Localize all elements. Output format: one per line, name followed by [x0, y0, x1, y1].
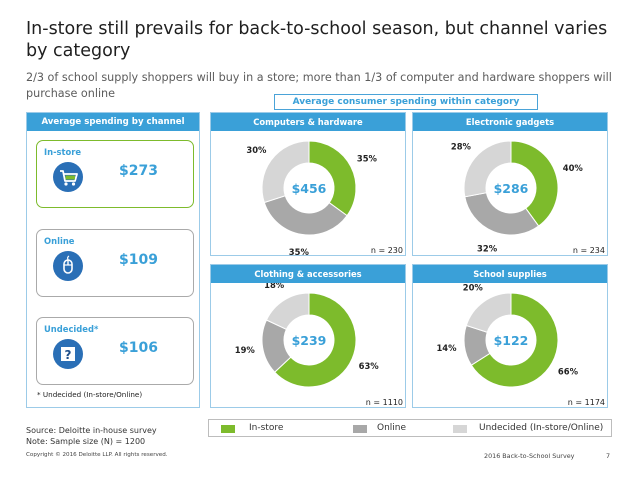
legend-label-instore: In-store [249, 423, 284, 433]
slice-instore [510, 140, 559, 227]
spending-by-channel-header: Average spending by channel [27, 113, 199, 131]
donut-chart: 35% 35% 30% $456 n = 230 [246, 140, 403, 257]
shopping-cart-icon [53, 162, 83, 192]
slice-label-online: 14% [436, 343, 457, 353]
sample-size-label: n = 1174 [568, 398, 605, 407]
legend-swatch-online [353, 425, 367, 433]
slice-label-online: 32% [477, 243, 498, 253]
copyright: Copyright © 2016 Deloitte LLP. All right… [26, 452, 168, 458]
center-value: $239 [292, 333, 327, 348]
undecided-card: Undecided* ? $106 [36, 317, 194, 385]
computer-mouse-icon [53, 251, 83, 281]
center-value: $122 [494, 333, 529, 348]
slice-label-instore: 63% [359, 361, 380, 371]
chart-title: School supplies [413, 265, 607, 283]
slice-label-online: 19% [235, 345, 256, 355]
slice-online [464, 192, 540, 236]
sample-size-label: n = 1110 [366, 398, 403, 407]
slice-instore [308, 140, 357, 217]
instore-label: In-store [42, 147, 84, 157]
source-line: Source: Deloitte in-house survey [26, 426, 157, 435]
instore-card: In-store $273 [36, 140, 194, 208]
online-value: $109 [119, 252, 158, 268]
online-card: Online $109 [36, 229, 194, 297]
source-note: Source: Deloitte in-house survey Note: S… [26, 425, 157, 447]
undecided-value: $106 [119, 340, 158, 356]
svg-text:?: ? [65, 348, 72, 362]
center-value: $456 [292, 181, 327, 196]
slice-undecided [265, 292, 310, 331]
slice-label-undecided: 18% [264, 280, 285, 290]
slice-instore [274, 292, 357, 388]
slice-label-instore: 40% [563, 163, 584, 173]
legend-swatch-instore [221, 425, 235, 433]
slice-instore [470, 292, 559, 388]
note-line: Note: Sample size (N) = 1200 [26, 437, 146, 446]
legend-label-online: Online [377, 423, 407, 433]
slice-label-instore: 35% [357, 153, 378, 163]
page-title: In-store still prevails for back-to-scho… [26, 19, 608, 61]
chart-clothing-accessories: 63% 19% 18% $239 n = 1110 Clothing & accesso… [210, 264, 406, 408]
chart-legend: In-store Online Undecided (In-store/Onli… [208, 419, 612, 437]
center-value: $286 [494, 181, 529, 196]
question-mark-icon: ? [53, 339, 83, 369]
footer-survey-name: 2016 Back-to-School Survey [484, 452, 575, 460]
sample-size-label: n = 234 [573, 246, 605, 255]
donut-chart: 63% 19% 18% $239 n = 1110 [235, 280, 403, 407]
spending-by-channel-panel: Average spending by channel In-store $27… [26, 112, 200, 408]
legend-swatch-undecided [453, 425, 467, 433]
chart-computers-hardware: 35% 35% 30% $456 n = 230 Computers & hardwar… [210, 112, 406, 257]
slice-label-online: 35% [289, 247, 310, 257]
donut-chart: 40% 32% 28% $286 n = 234 [451, 140, 605, 255]
undecided-label: Undecided* [42, 324, 101, 334]
slice-undecided [463, 140, 512, 198]
page-subtitle: 2/3 of school supply shoppers will buy i… [26, 71, 612, 100]
online-label: Online [42, 236, 77, 246]
chart-electronic-gadgets: 40% 32% 28% $286 n = 234 Electronic gadgets [412, 112, 608, 256]
slice-undecided [465, 292, 512, 333]
page-number: 7 [606, 452, 611, 460]
donut-chart: 66% 14% 20% $122 n = 1174 [436, 282, 605, 407]
slice-label-undecided: 30% [246, 145, 267, 155]
slice-label-undecided: 20% [463, 282, 484, 292]
sample-size-label: n = 230 [371, 246, 403, 255]
avg-category-header: Average consumer spending within categor… [274, 94, 538, 110]
legend-label-undecided: Undecided (In-store/Online) [479, 423, 604, 433]
chart-title: Electronic gadgets [413, 113, 607, 131]
slice-undecided [261, 140, 310, 204]
chart-title: Clothing & accessories [211, 265, 405, 283]
slice-label-instore: 66% [558, 366, 579, 376]
chart-school-supplies: 66% 14% 20% $122 n = 1174 School supplies [412, 264, 608, 408]
slice-online [263, 195, 348, 236]
instore-value: $273 [119, 163, 158, 179]
slice-label-undecided: 28% [451, 142, 472, 152]
chart-title: Computers & hardware [211, 113, 405, 131]
undecided-footnote: * Undecided (In-store/Online) [37, 390, 143, 399]
